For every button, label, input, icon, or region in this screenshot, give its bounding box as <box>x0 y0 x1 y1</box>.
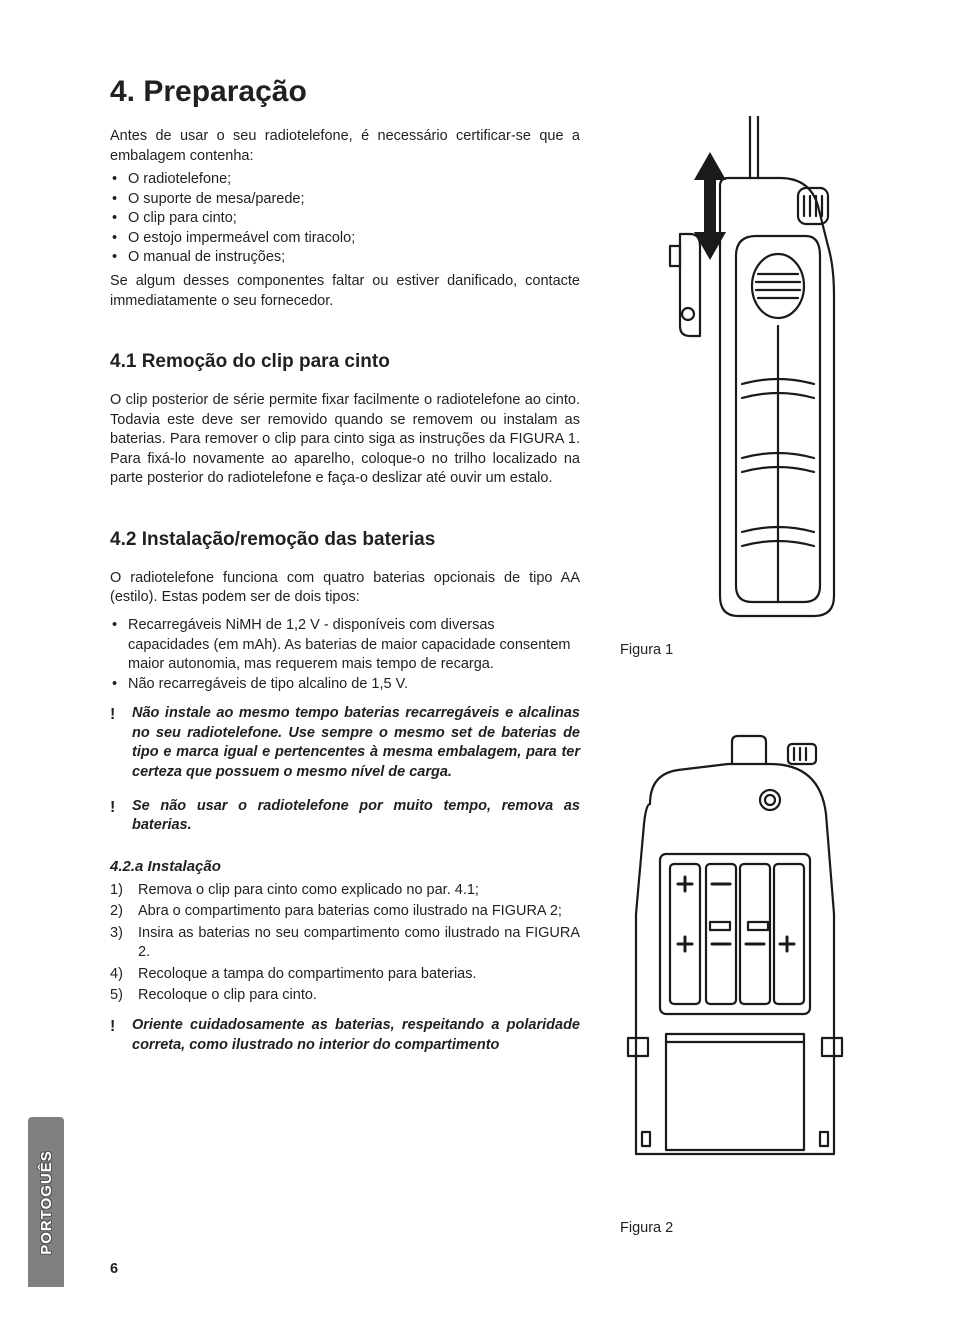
warning-list: ! Não instale ao mesmo tempo baterias rec… <box>110 704 580 835</box>
list-item: O manual de instruções; <box>110 248 580 268</box>
figure-2-svg <box>620 734 850 1214</box>
warning-item: ! Se não usar o radiotelefone por muito t… <box>110 797 580 836</box>
figure-1-caption: Figura 1 <box>620 642 860 658</box>
manual-page: 4. Preparação Antes de usar o seu radiot… <box>0 0 954 1339</box>
warning-text: Oriente cuidadosamente as baterias, resp… <box>132 1017 580 1053</box>
figure-2-caption: Figura 2 <box>620 1220 860 1236</box>
figure-1-svg <box>620 116 850 636</box>
step-item: Remova o clip para cinto como explicado … <box>110 881 580 901</box>
list-item: Recarregáveis NiMH de 1,2 V - disponívei… <box>110 616 580 675</box>
list-item: O radiotelefone; <box>110 170 580 190</box>
subsection-42-heading: 4.2 Instalação/remoção das baterias <box>110 529 580 551</box>
language-tab-label: PORTOGUÊS <box>38 1150 55 1255</box>
warning-item: ! Oriente cuidadosamente as baterias, res… <box>110 1016 580 1055</box>
package-list: O radiotelefone; O suporte de mesa/pared… <box>110 170 580 268</box>
step-item: Recoloque o clip para cinto. <box>110 986 580 1006</box>
warning-icon: ! <box>110 704 115 726</box>
subsection-41-heading: 4.1 Remoção do clip para cinto <box>110 351 580 373</box>
page-number: 6 <box>110 1261 118 1277</box>
list-item: O suporte de mesa/parede; <box>110 190 580 210</box>
figure-2: Figura 2 <box>620 734 860 1236</box>
list-item: O clip para cinto; <box>110 209 580 229</box>
text-column: 4. Preparação Antes de usar o seu radiot… <box>110 75 580 1055</box>
warning-icon: ! <box>110 797 115 819</box>
battery-types-list: Recarregáveis NiMH de 1,2 V - disponívei… <box>110 616 580 694</box>
warning-list-2: ! Oriente cuidadosamente as baterias, res… <box>110 1016 580 1055</box>
list-item: O estojo impermeável com tiracolo; <box>110 229 580 249</box>
subsection-42-body: O radiotelefone funciona com quatro bate… <box>110 569 580 608</box>
after-list-paragraph: Se algum desses componentes faltar ou es… <box>110 272 580 311</box>
warning-text: Não instale ao mesmo tempo baterias reca… <box>132 705 580 780</box>
warning-icon: ! <box>110 1016 115 1038</box>
list-item: Não recarregáveis de tipo alcalino de 1,… <box>110 675 580 695</box>
subsection-41-body: O clip posterior de série permite fixar … <box>110 391 580 489</box>
warning-text: Se não usar o radiotelefone por muito te… <box>132 798 580 834</box>
intro-paragraph: Antes de usar o seu radiotelefone, é nec… <box>110 127 580 166</box>
subsection-42a-heading: 4.2.a Instalação <box>110 858 580 875</box>
install-steps: Remova o clip para cinto como explicado … <box>110 881 580 1006</box>
section-title: 4. Preparação <box>110 75 580 109</box>
step-item: Recoloque a tampa do compartimento para … <box>110 965 580 985</box>
figure-1: Figura 1 <box>620 116 860 658</box>
language-tab: PORTOGUÊS <box>28 1117 64 1287</box>
warning-item: ! Não instale ao mesmo tempo baterias rec… <box>110 704 580 782</box>
step-item: Insira as baterias no seu compartimento … <box>110 924 580 963</box>
step-item: Abra o compartimento para baterias como … <box>110 902 580 922</box>
